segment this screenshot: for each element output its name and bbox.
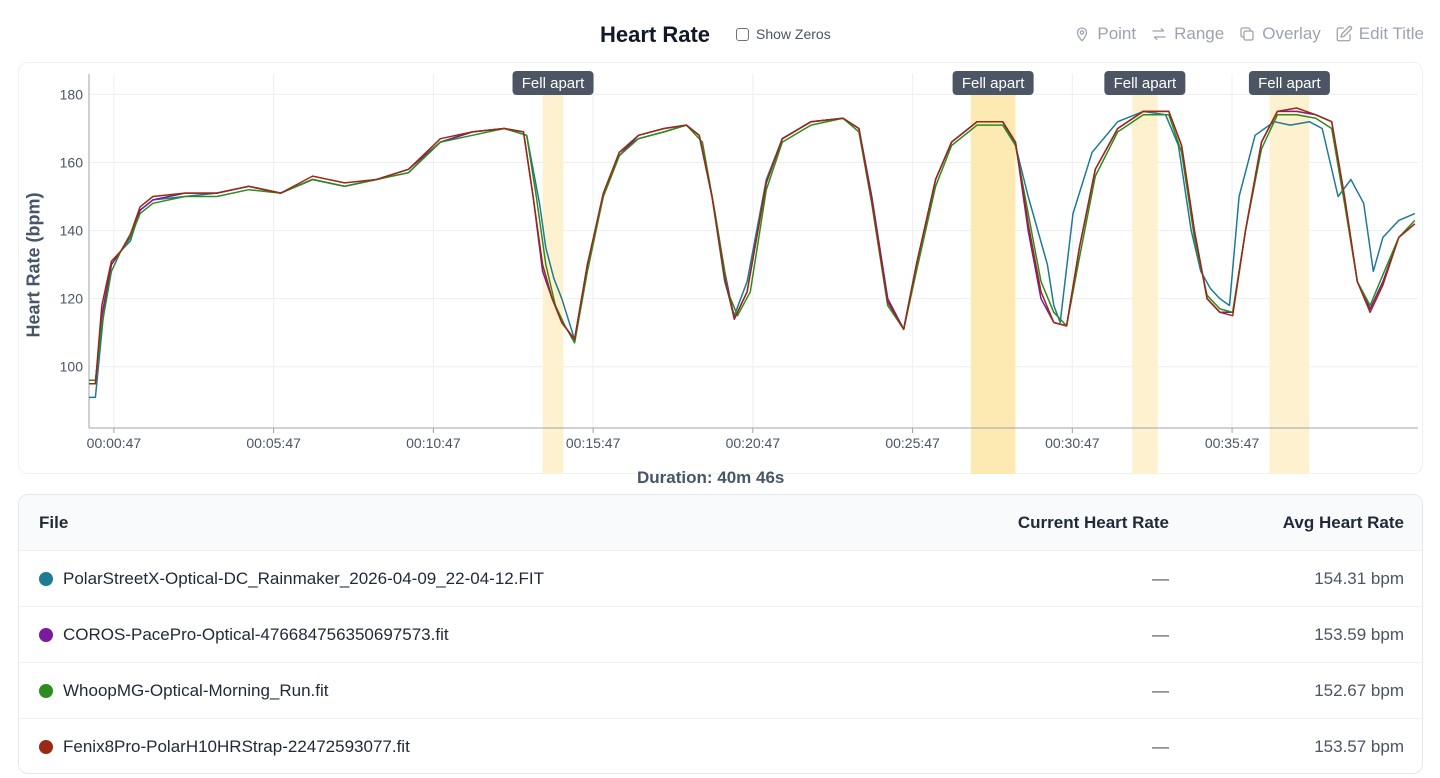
point-button[interactable]: Point [1073,24,1136,44]
show-zeros-toggle[interactable]: Show Zeros [736,26,831,42]
y-tick-label: 160 [60,155,84,171]
edit-title-button[interactable]: Edit Title [1335,24,1424,44]
fell-apart-tag [512,71,594,95]
table-header: File Current Heart Rate Avg Heart Rate [19,495,1422,551]
series-color-dot [39,683,53,698]
chart-card [18,62,1423,474]
fell-apart-band [542,94,564,474]
pin-icon [1077,27,1088,42]
header-file[interactable]: File [39,512,69,532]
heart-rate-chart[interactable]: 100 120 140 160 180 00:00:47 00:05:47 00:10:47 0… [0,0,1440,490]
x-tick-label: 00:05:47 [246,435,301,451]
current-heart-rate: — [1152,680,1169,700]
x-tick-label: 00:25:47 [885,435,940,451]
x-tick-label: 00:30:47 [1045,435,1100,451]
swap-arrows-icon [1152,28,1166,40]
series-color-dot [39,740,53,754]
series-color-dot [39,627,53,642]
header-avg[interactable]: Avg Heart Rate [1282,512,1404,532]
table-row[interactable]: Fenix8Pro-PolarH10HRStrap-22472593077.fi… [19,719,1422,773]
fell-apart-band [1269,94,1310,474]
file-name: COROS-PacePro-Optical-476684756350697573… [63,624,449,644]
table-row[interactable]: COROS-PacePro-Optical-476684756350697573… [19,607,1422,663]
file-name: PolarStreetX-Optical-DC_Rainmaker_2026-0… [63,568,544,588]
edit-icon [1336,25,1352,42]
current-heart-rate: — [1152,624,1169,644]
duration-label: Duration: 40m 46s [637,468,785,487]
x-tick-label: 00:10:47 [406,435,461,451]
fell-apart-tag [1248,71,1330,95]
x-tick-label: 00:35:47 [1205,435,1260,451]
series-line [89,107,1416,385]
file-name: Fenix8Pro-PolarH10HRStrap-22472593077.fi… [63,737,410,756]
y-tick-label: 100 [60,359,84,375]
y-tick-label: 120 [60,291,84,307]
avg-heart-rate: 153.57 bpm [1314,737,1404,756]
x-tick-label: 00:00:47 [87,435,142,451]
fell-apart-label: Fell apart [1258,75,1321,92]
fell-apart-tag [952,71,1034,95]
point-label: Point [1097,24,1137,43]
y-tick-label: 140 [60,223,84,239]
fell-apart-label: Fell apart [1114,75,1177,92]
series-line [89,110,1416,399]
x-tick-label: 00:20:47 [726,435,781,451]
fell-apart-band [1132,94,1158,474]
current-heart-rate: — [1152,568,1169,588]
table-row[interactable]: PolarStreetX-Optical-DC_Rainmaker_2026-0… [19,551,1422,607]
table-row[interactable]: WhoopMG-Optical-Morning_Run.fit — 152.67… [19,663,1422,719]
fell-apart-label: Fell apart [522,75,585,92]
show-zeros-label: Show Zeros [756,26,831,42]
series-color-dot [39,571,53,586]
file-table: File Current Heart Rate Avg Heart Rate P… [18,494,1423,774]
range-label: Range [1174,24,1225,43]
current-heart-rate: — [1152,737,1169,756]
x-tick-label: 00:15:47 [566,435,621,451]
avg-heart-rate: 152.67 bpm [1314,680,1404,700]
header-current[interactable]: Current Heart Rate [1017,512,1169,532]
fell-apart-tag [1104,71,1186,95]
overlay-button[interactable]: Overlay [1238,24,1321,44]
checkbox-icon[interactable] [736,27,749,41]
avg-heart-rate: 153.59 bpm [1314,624,1404,644]
y-axis-label: Heart Rate (bpm) [23,192,44,338]
avg-heart-rate: 154.31 bpm [1314,568,1404,588]
file-name: WhoopMG-Optical-Morning_Run.fit [63,680,329,700]
series-line [89,114,1416,382]
fell-apart-band [970,94,1016,474]
y-tick-label: 180 [60,86,84,102]
overlay-label: Overlay [1262,24,1321,43]
range-button[interactable]: Range [1150,24,1224,44]
page-title: Heart Rate [600,22,711,47]
chart-header: Heart Rate Show Zeros Point Range Overla… [0,0,1440,68]
edit-title-label: Edit Title [1358,24,1424,43]
chart-toolbar: Point Range Overlay Edit Title [1073,24,1424,44]
fell-apart-label: Fell apart [962,75,1025,92]
copy-icon [1240,27,1254,41]
series-line [89,110,1416,385]
